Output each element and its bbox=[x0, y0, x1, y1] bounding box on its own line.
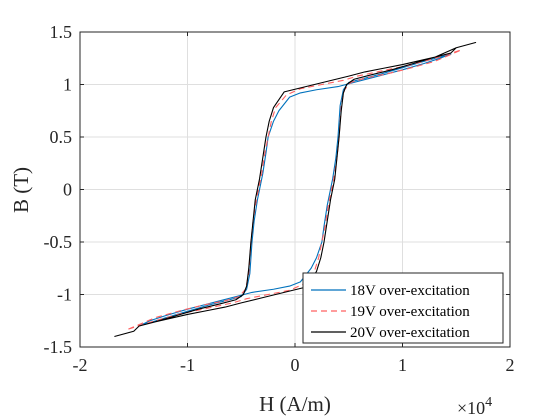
y-tick-label: -1.5 bbox=[44, 337, 73, 357]
series-line-3 bbox=[114, 41, 477, 338]
legend-label-2: 19V over-excitation bbox=[350, 304, 470, 320]
x-exponent-base: ×10 bbox=[457, 398, 485, 418]
legend-box bbox=[302, 272, 504, 344]
series-lines bbox=[114, 41, 477, 338]
y-tick-label: 1 bbox=[63, 75, 72, 95]
x-exponent-power: 4 bbox=[485, 395, 492, 410]
y-axis-label: B (T) bbox=[9, 167, 33, 213]
y-tick-label: 0.5 bbox=[50, 127, 73, 147]
grid-lines bbox=[79, 31, 511, 348]
x-tick-label: 0 bbox=[291, 355, 300, 375]
y-tick-label: 1.5 bbox=[50, 22, 73, 42]
x-tick-label: 2 bbox=[506, 355, 515, 375]
x-tick-label: -1 bbox=[180, 355, 195, 375]
y-tick-label: -1 bbox=[57, 285, 72, 305]
x-tick-label: -2 bbox=[73, 355, 88, 375]
legend-label-3: 20V over-excitation bbox=[350, 325, 470, 341]
series-line-1 bbox=[138, 53, 452, 327]
legend: 18V over-excitation 19V over-excitation 20… bbox=[302, 272, 504, 344]
axis-ticks bbox=[79, 31, 511, 348]
y-tick-label: 0 bbox=[63, 180, 72, 200]
x-tick-labels: -2 -1 0 1 2 bbox=[73, 355, 515, 375]
y-tick-label: -0.5 bbox=[44, 232, 73, 252]
x-axis-exponent: ×104 bbox=[457, 395, 492, 418]
legend-label-1: 18V over-excitation bbox=[350, 283, 470, 299]
x-tick-label: 1 bbox=[398, 355, 407, 375]
y-tick-labels: -1.5 -1 -0.5 0 0.5 1 1.5 bbox=[44, 22, 73, 357]
x-axis-label: H (A/m) bbox=[259, 392, 331, 416]
